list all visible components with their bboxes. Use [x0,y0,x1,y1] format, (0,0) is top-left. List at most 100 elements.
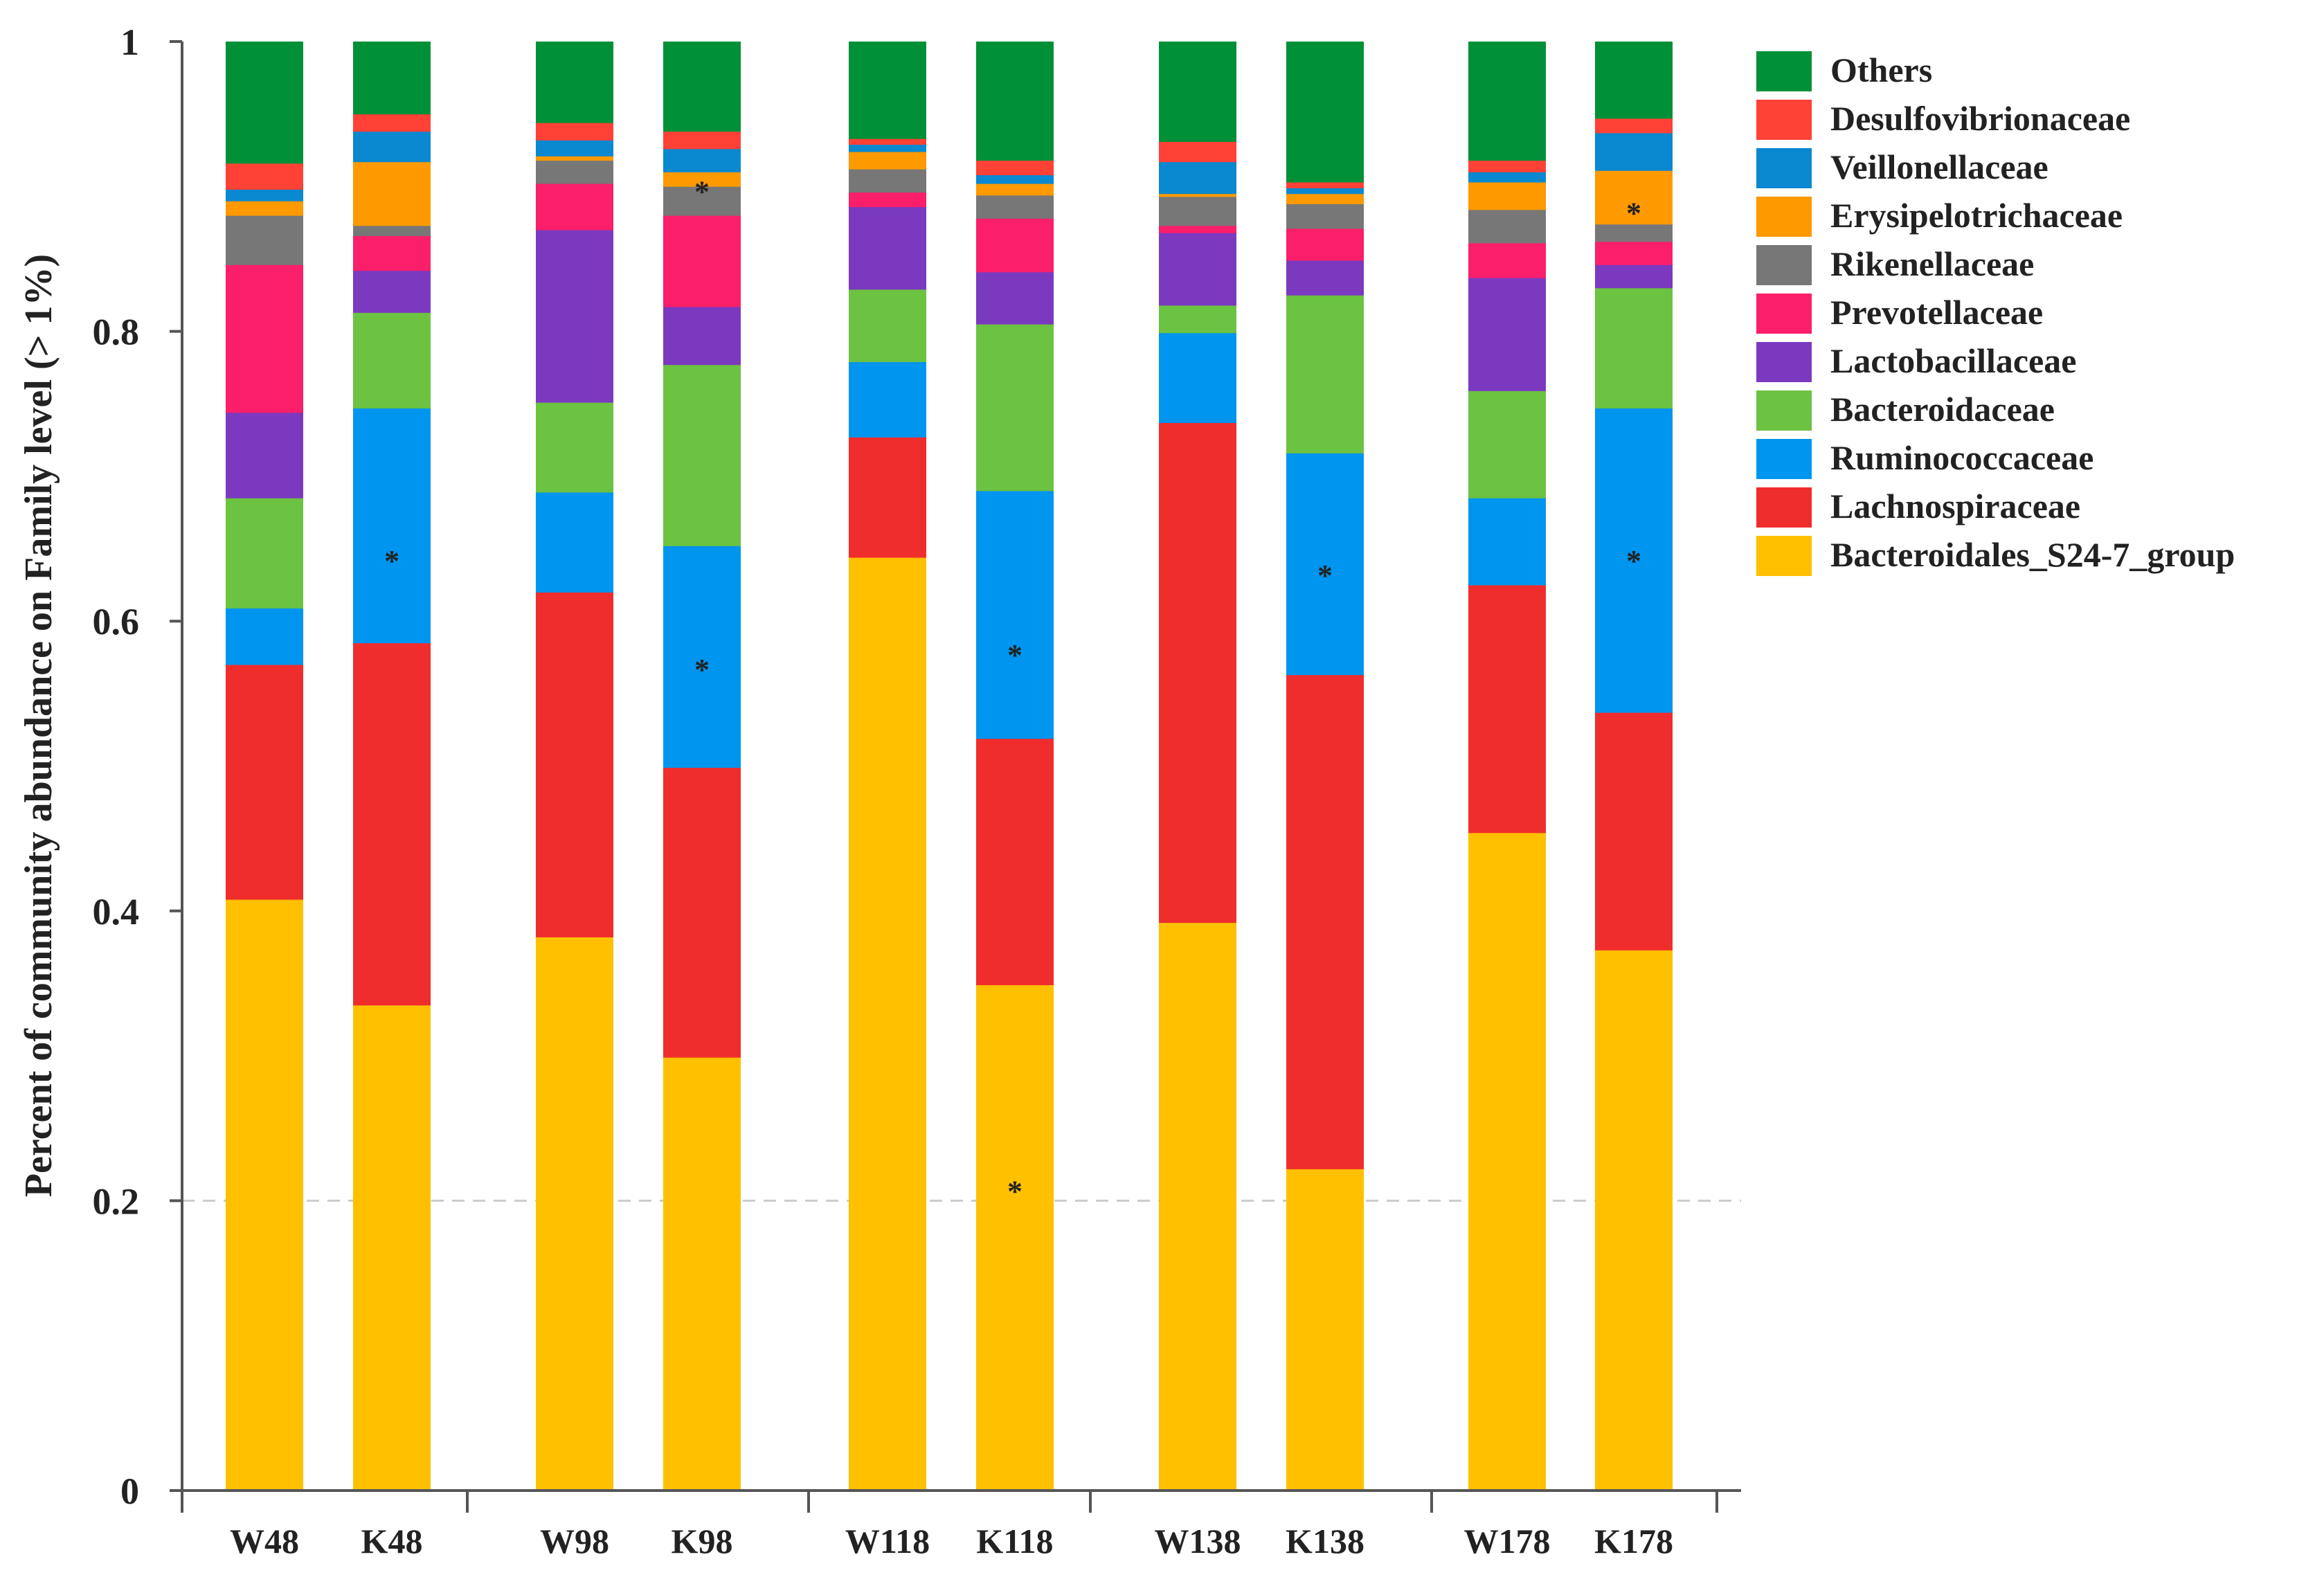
bar-segment-w178-lactobacillaceae [1468,278,1546,391]
x-tick-label-k98: K98 [672,1522,733,1560]
legend-swatch-erysipelotrichaceae [1756,197,1812,237]
bar-segment-k178-lachnospiraceae [1595,712,1673,951]
bar-segment-w48-erysipelotrichaceae [226,201,303,216]
bar-segment-w118-prevotellaceae [849,192,926,208]
significance-marker-k118-3: * [1007,638,1023,672]
bar-segment-w178-desulfovibrionaceae [1468,160,1546,172]
bar-segment-w138-lachnospiraceae [1159,422,1236,924]
legend-label-veillonellaceae: Veillonellaceae [1830,147,2048,186]
bar-segment-w138-prevotellaceae [1159,225,1236,233]
x-tick-label-w98: W98 [540,1522,609,1560]
y-tick-label-0-2: 0.2 [93,1180,140,1222]
bar-segment-k178-bacteroidaceae [1595,287,1673,409]
bar-segment-w98-prevotellaceae [536,183,613,231]
y-tick-label-1: 1 [120,21,139,63]
bar-segment-k98-bacteroidaceae [663,364,741,546]
y-axis-label: Percent of community abundance on Family… [17,254,60,1197]
bar-segment-w118-rikenellaceae [849,169,926,193]
y-tick-label-0-8: 0.8 [93,312,140,353]
bar-segment-k98-erysipelotrichaceae [663,172,741,187]
legend-label-rikenellaceae: Rikenellaceae [1830,244,2034,283]
bar-segment-k98-lachnospiraceae [663,767,741,1058]
bar-segment-k98-others [663,42,741,132]
legend-label-bacteroidales-s24-7-group: Bacteroidales_S24-7_group [1830,535,2235,574]
bar-segment-k138-desulfovibrionaceae [1286,182,1364,188]
legend-swatch-desulfovibrionaceae [1756,100,1812,140]
bar-segment-w98-lachnospiraceae [536,592,613,937]
bar-segment-w178-rikenellaceae [1468,209,1546,244]
bar-segment-w118-lactobacillaceae [849,206,926,290]
bar-segment-k48-lactobacillaceae [353,270,431,313]
bar-segment-w98-rikenellaceae [536,160,613,184]
legend-swatch-lactobacillaceae [1756,342,1812,382]
bar-segment-k98-prevotellaceae [663,215,741,307]
bar-segment-w98-others [536,42,613,123]
bar-segment-k118-bacteroidales-s24-7-group [976,984,1054,1491]
bar-segment-w118-bacteroidaceae [849,289,926,363]
bar-segment-k178-bacteroidales-s24-7-group [1595,950,1673,1491]
bar-segment-w178-veillonellaceae [1468,172,1546,183]
legend-label-lactobacillaceae: Lactobacillaceae [1830,341,2076,380]
bar-segment-w118-desulfovibrionaceae [849,138,926,145]
legend-swatch-others [1756,51,1812,91]
bar-segment-w48-desulfovibrionaceae [226,163,303,190]
bar-segment-k138-prevotellaceae [1286,228,1364,261]
bar-segment-w138-desulfovibrionaceae [1159,141,1236,163]
bar-segment-k138-erysipelotrichaceae [1286,193,1364,204]
legend-swatch-bacteroidaceae [1756,390,1812,431]
significance-marker-k118-4: * [1007,1174,1023,1208]
bar-segment-w48-bacteroidaceae [226,498,303,609]
bars-layer [226,42,1673,1491]
axes-layer: 0 0.2 0.4 0.6 0.8 1 W48 K48 W98 K98 W118 K118 W138 K1… [93,21,1741,1560]
significance-marker-k98-1: * [694,174,710,208]
bar-segment-w138-others [1159,42,1236,142]
legend-swatch-veillonellaceae [1756,148,1812,188]
legend-label-desulfovibrionaceae: Desulfovibrionaceae [1830,99,2130,138]
bar-segment-k48-bacteroidaceae [353,312,431,409]
bar-segment-k118-veillonellaceae [976,174,1054,184]
legend-swatch-lachnospiraceae [1756,487,1812,528]
bar-segment-w138-lactobacillaceae [1159,233,1236,306]
bar-segment-w118-bacteroidales-s24-7-group [849,557,926,1491]
bar-segment-w138-rikenellaceae [1159,196,1236,226]
bar-segment-k48-bacteroidales-s24-7-group [353,1005,431,1491]
bar-segment-k178-desulfovibrionaceae [1595,118,1673,134]
bar-segment-w48-rikenellaceae [226,215,303,265]
bar-segment-k98-ruminococcaceae [663,546,741,768]
bar-segment-w48-veillonellaceae [226,189,303,201]
bar-segment-k138-lactobacillaceae [1286,260,1364,296]
bar-segment-w48-bacteroidales-s24-7-group [226,899,303,1491]
significance-marker-k48-0: * [384,544,399,578]
bar-segment-k138-rikenellaceae [1286,204,1364,229]
significance-marker-k178-6: * [1626,544,1641,578]
bar-segment-w98-bacteroidaceae [536,402,613,493]
bar-segment-k178-others [1595,42,1673,119]
bar-segment-k98-veillonellaceae [663,148,741,172]
significance-marker-k138-5: * [1317,559,1333,593]
bar-segment-k48-erysipelotrichaceae [353,161,431,226]
bar-segment-w178-bacteroidaceae [1468,390,1546,498]
x-tick-label-k118: K118 [976,1522,1053,1560]
bar-segment-k98-rikenellaceae [663,186,741,216]
bar-segment-w98-veillonellaceae [536,140,613,156]
bar-segment-k118-desulfovibrionaceae [976,160,1054,176]
y-tick-label-0-6: 0.6 [93,601,140,642]
bar-segment-k48-others [353,42,431,115]
bar-segment-w98-ruminococcaceae [536,492,613,593]
bar-segment-k178-lactobacillaceae [1595,264,1673,289]
bar-segment-w138-bacteroidales-s24-7-group [1159,922,1236,1491]
bar-segment-w178-ruminococcaceae [1468,498,1546,586]
bar-segment-w98-erysipelotrichaceae [536,156,613,161]
legend-swatch-ruminococcaceae [1756,439,1812,479]
y-tick-label-0: 0 [120,1470,139,1512]
bar-segment-k138-others [1286,42,1364,183]
legend-label-bacteroidaceae: Bacteroidaceae [1830,390,2055,429]
bar-segment-k118-prevotellaceae [976,218,1054,273]
legend-label-others: Others [1830,51,1932,89]
annotation-layer: * * * * * * * * [384,174,1641,1208]
bar-segment-w98-bacteroidales-s24-7-group [536,937,613,1491]
bar-segment-k138-bacteroidales-s24-7-group [1286,1169,1364,1491]
x-tick-label-w138: W138 [1155,1522,1241,1560]
bar-segment-w48-ruminococcaceae [226,608,303,665]
